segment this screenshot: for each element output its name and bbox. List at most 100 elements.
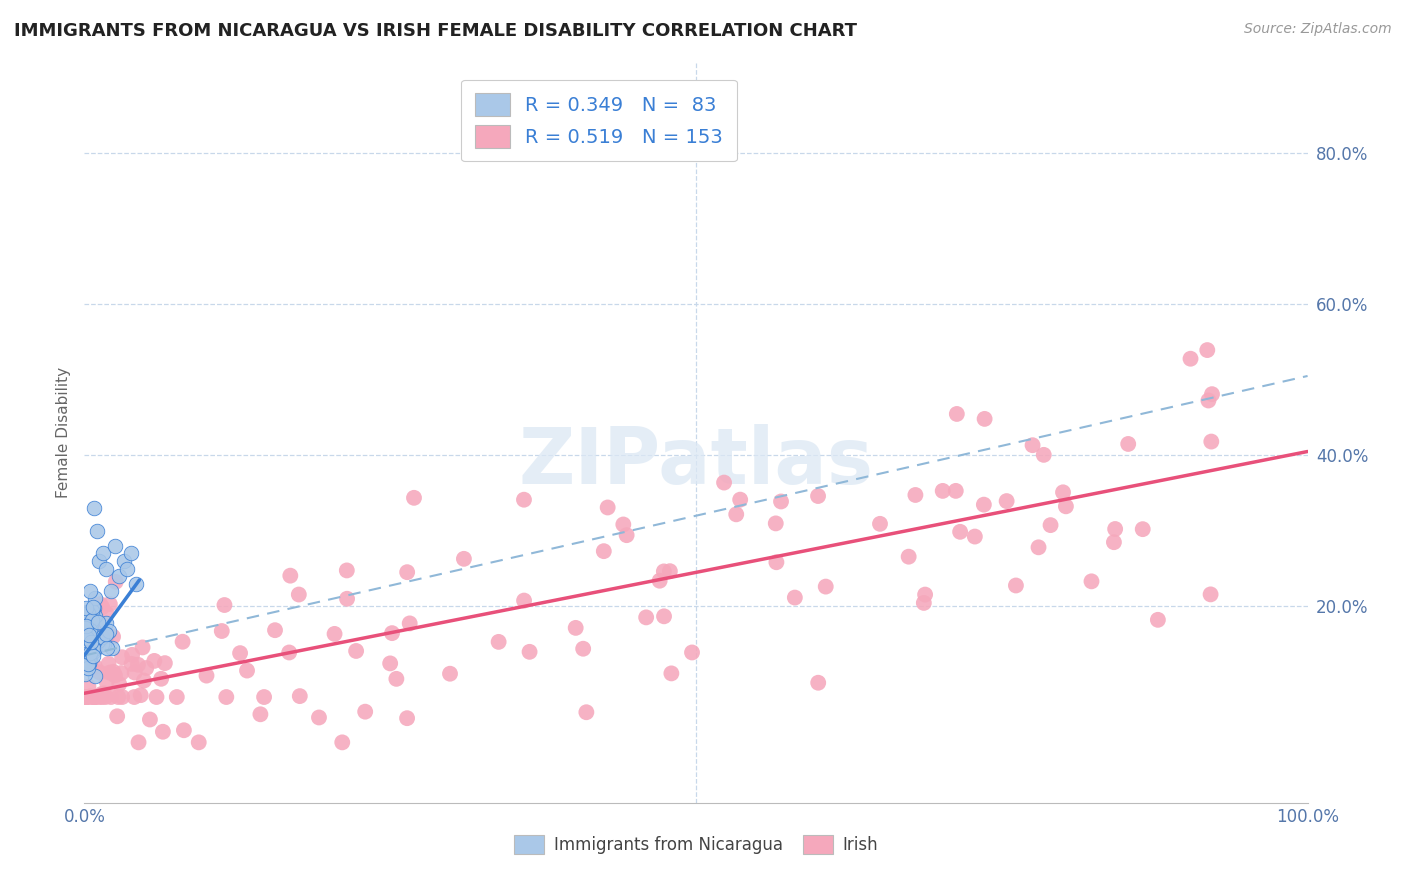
Point bbox=[381, 626, 404, 640]
Point bbox=[1054, 500, 1077, 514]
Point bbox=[76, 605, 98, 619]
Point bbox=[77, 633, 100, 648]
Text: IMMIGRANTS FROM NICARAGUA VS IRISH FEMALE DISABILITY CORRELATION CHART: IMMIGRANTS FROM NICARAGUA VS IRISH FEMAL… bbox=[14, 22, 858, 40]
Point bbox=[1021, 438, 1043, 452]
Point bbox=[229, 646, 252, 660]
Point bbox=[112, 554, 135, 568]
Point bbox=[100, 690, 122, 704]
Point bbox=[912, 596, 935, 610]
Point bbox=[86, 524, 108, 538]
Point bbox=[77, 628, 100, 642]
Point bbox=[76, 639, 98, 653]
Point bbox=[97, 624, 120, 639]
Point bbox=[1197, 393, 1219, 408]
Point bbox=[769, 494, 792, 508]
Point bbox=[519, 645, 541, 659]
Point bbox=[76, 642, 98, 657]
Point bbox=[973, 498, 995, 512]
Point bbox=[110, 666, 132, 681]
Point bbox=[84, 669, 107, 683]
Point bbox=[79, 650, 101, 665]
Point bbox=[1116, 437, 1139, 451]
Point bbox=[76, 660, 98, 674]
Point bbox=[713, 475, 735, 490]
Point bbox=[96, 674, 118, 689]
Point bbox=[1201, 434, 1223, 449]
Point bbox=[83, 501, 105, 516]
Point bbox=[83, 608, 105, 623]
Point bbox=[765, 555, 787, 569]
Point bbox=[681, 645, 703, 659]
Point bbox=[914, 588, 936, 602]
Point bbox=[344, 644, 367, 658]
Point bbox=[83, 642, 105, 657]
Point bbox=[814, 580, 837, 594]
Point bbox=[783, 591, 806, 605]
Point bbox=[1197, 343, 1219, 357]
Point bbox=[75, 632, 97, 647]
Point bbox=[75, 627, 97, 641]
Point bbox=[79, 650, 101, 665]
Point bbox=[80, 690, 103, 704]
Point bbox=[973, 412, 995, 426]
Point bbox=[79, 621, 101, 635]
Point bbox=[652, 565, 675, 579]
Point bbox=[135, 661, 157, 675]
Point bbox=[82, 626, 104, 640]
Point bbox=[1147, 613, 1170, 627]
Point bbox=[211, 624, 233, 638]
Point bbox=[111, 650, 134, 665]
Point bbox=[87, 626, 110, 640]
Point bbox=[143, 654, 166, 668]
Point bbox=[75, 657, 97, 672]
Point bbox=[75, 618, 97, 632]
Point bbox=[77, 628, 100, 642]
Point bbox=[127, 657, 149, 672]
Point bbox=[1005, 578, 1028, 592]
Point bbox=[288, 689, 311, 703]
Point bbox=[77, 619, 100, 633]
Point bbox=[79, 640, 101, 655]
Point bbox=[82, 649, 104, 664]
Point bbox=[79, 690, 101, 704]
Point bbox=[1104, 522, 1126, 536]
Point bbox=[77, 621, 100, 635]
Point bbox=[323, 627, 346, 641]
Point bbox=[139, 713, 162, 727]
Point bbox=[77, 657, 100, 671]
Point bbox=[330, 735, 353, 749]
Text: ZIPatlas: ZIPatlas bbox=[519, 425, 873, 500]
Point bbox=[77, 649, 100, 664]
Point bbox=[765, 516, 787, 531]
Point bbox=[172, 634, 194, 648]
Point bbox=[111, 690, 134, 704]
Point bbox=[91, 637, 114, 651]
Point bbox=[82, 605, 104, 619]
Point bbox=[77, 680, 100, 694]
Point bbox=[652, 609, 675, 624]
Point bbox=[807, 675, 830, 690]
Point bbox=[80, 616, 103, 631]
Point bbox=[83, 644, 105, 658]
Point bbox=[101, 640, 124, 655]
Point bbox=[97, 657, 120, 671]
Legend: Immigrants from Nicaragua, Irish: Immigrants from Nicaragua, Irish bbox=[508, 829, 884, 861]
Point bbox=[439, 666, 461, 681]
Point bbox=[82, 605, 104, 619]
Point bbox=[869, 516, 891, 531]
Point bbox=[946, 407, 969, 421]
Point bbox=[84, 690, 107, 704]
Point bbox=[105, 709, 128, 723]
Point bbox=[84, 659, 107, 673]
Point bbox=[96, 629, 118, 643]
Point bbox=[488, 635, 510, 649]
Point bbox=[128, 735, 150, 749]
Point bbox=[100, 584, 122, 599]
Point bbox=[396, 565, 419, 579]
Point bbox=[79, 623, 101, 637]
Point bbox=[101, 630, 124, 644]
Point bbox=[94, 690, 117, 704]
Point bbox=[96, 616, 118, 631]
Point bbox=[84, 591, 107, 605]
Point bbox=[253, 690, 276, 704]
